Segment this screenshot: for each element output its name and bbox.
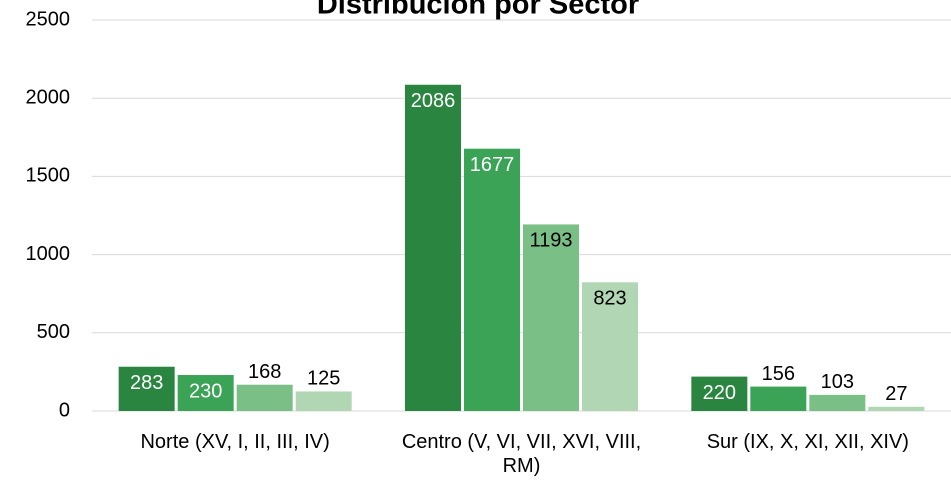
x-tick-label: Sur (IX, X, XI, XII, XIV) — [706, 431, 909, 453]
y-tick-label: 0 — [59, 399, 70, 421]
x-tick-label: Norte (XV, I, II, III, IV) — [140, 431, 330, 453]
bar — [236, 384, 293, 411]
data-label: 823 — [593, 288, 626, 310]
y-tick-label: 1000 — [26, 243, 71, 265]
bar — [582, 282, 638, 411]
bar — [405, 84, 461, 411]
data-label: 168 — [248, 361, 281, 383]
bar — [750, 386, 807, 411]
data-label: 230 — [189, 380, 222, 402]
bar — [118, 366, 175, 411]
y-tick-label: 1500 — [26, 165, 71, 187]
bar — [295, 391, 352, 411]
bar — [177, 375, 234, 411]
data-label: 283 — [130, 372, 163, 394]
data-label: 1677 — [470, 154, 515, 176]
x-tick-label: Centro (V, VI, VII, XVI, VIII, RM) — [401, 431, 642, 477]
data-label: 2086 — [411, 90, 456, 112]
data-label: 220 — [703, 382, 736, 404]
chart-title: Distribución por Sector — [317, 0, 639, 21]
data-label: 156 — [762, 363, 795, 385]
bar — [523, 224, 579, 411]
data-label: 125 — [307, 368, 340, 390]
bar — [868, 406, 925, 411]
y-tick-label: 2500 — [26, 8, 71, 30]
bar — [691, 376, 748, 411]
bar — [809, 394, 866, 411]
y-tick-label: 500 — [37, 321, 70, 343]
data-label: 1193 — [529, 230, 572, 252]
y-tick-label: 2000 — [26, 86, 71, 108]
data-label: 103 — [821, 371, 854, 393]
data-label: 27 — [885, 383, 907, 405]
bar — [464, 148, 520, 411]
